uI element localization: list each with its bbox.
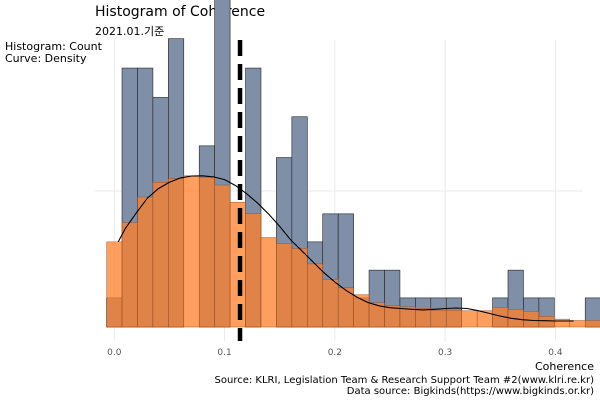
chart-subtitle: 2021.01.기준 [95, 25, 165, 38]
density-curve [117, 175, 574, 322]
density-bar [168, 178, 184, 328]
density-bar [106, 241, 123, 328]
x-tick-label: 0.3 [438, 348, 452, 358]
density-curve-layer [117, 175, 574, 322]
x-axis-label: Coherence [535, 360, 594, 373]
y-axis-note: Histogram: Count Curve: Density [5, 41, 102, 65]
density-bar [183, 175, 200, 328]
density-bar [137, 196, 154, 328]
density-bar [276, 243, 293, 328]
x-tick-label: 0.1 [217, 348, 231, 358]
density-bar [538, 316, 555, 328]
density-bar [554, 318, 570, 328]
density-bar [291, 248, 308, 328]
caption-source: Source: KLRI, Legislation Team & Researc… [214, 375, 594, 386]
density-bar [307, 263, 323, 328]
caption-data-source: Data source: Bigkinds(https://www.bigkin… [346, 386, 594, 397]
x-tick-label: 0.0 [107, 348, 122, 358]
density-bar [121, 222, 138, 328]
density-bar [461, 310, 478, 328]
density-bar [585, 320, 600, 328]
x-tick-label: 0.2 [328, 348, 342, 358]
density-bar [260, 237, 277, 328]
density-bar [199, 176, 215, 328]
density-bar [523, 311, 540, 328]
y-note-curve: Curve: Density [5, 52, 87, 65]
density-bar [415, 308, 432, 328]
density-bar [245, 213, 262, 328]
density-bar [446, 309, 462, 328]
density-bar [322, 279, 339, 328]
x-tick-labels: 0.0 0.1 0.2 0.3 0.4 [107, 348, 563, 358]
density-bar [152, 182, 169, 328]
x-tick-label: 0.4 [548, 348, 563, 358]
density-bar [214, 184, 231, 328]
y-note-histogram: Histogram: Count [5, 40, 102, 53]
density-bar [430, 309, 447, 328]
density-bars [106, 175, 600, 328]
source-caption: Source: KLRI, Legislation Team & Researc… [215, 375, 594, 397]
